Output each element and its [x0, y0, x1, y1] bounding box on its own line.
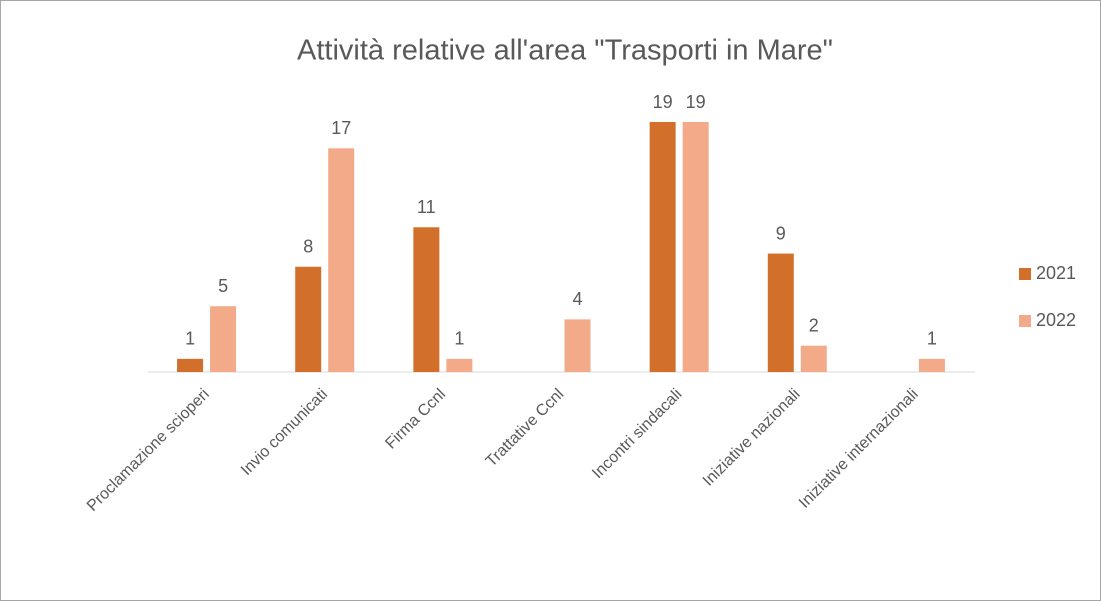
bar — [177, 358, 204, 372]
value-label: 4 — [572, 289, 582, 309]
value-label: 19 — [653, 92, 673, 112]
legend-swatch — [1019, 268, 1031, 280]
bar — [328, 148, 355, 372]
bar — [682, 122, 709, 372]
value-label: 17 — [331, 118, 351, 138]
bar — [800, 345, 827, 372]
value-label: 5 — [218, 276, 228, 296]
value-label: 19 — [686, 92, 706, 112]
bar — [564, 319, 591, 372]
value-label: 11 — [417, 197, 436, 217]
value-label: 8 — [303, 236, 313, 256]
bar — [767, 253, 794, 372]
value-label: 1 — [454, 329, 464, 349]
value-label: 2 — [809, 315, 819, 335]
bar — [210, 306, 237, 372]
bar — [918, 358, 945, 372]
value-label: 1 — [927, 329, 937, 349]
value-label: 9 — [776, 223, 786, 243]
chart-title: Attività relative all'area "Trasporti in… — [297, 35, 833, 67]
bar — [413, 227, 440, 372]
legend-label: 2022 — [1036, 310, 1076, 330]
value-label: 1 — [185, 329, 195, 349]
bar — [295, 266, 322, 372]
legend-label: 2021 — [1036, 263, 1076, 283]
bar — [649, 122, 676, 372]
bar — [446, 358, 473, 372]
legend-swatch — [1019, 315, 1031, 327]
